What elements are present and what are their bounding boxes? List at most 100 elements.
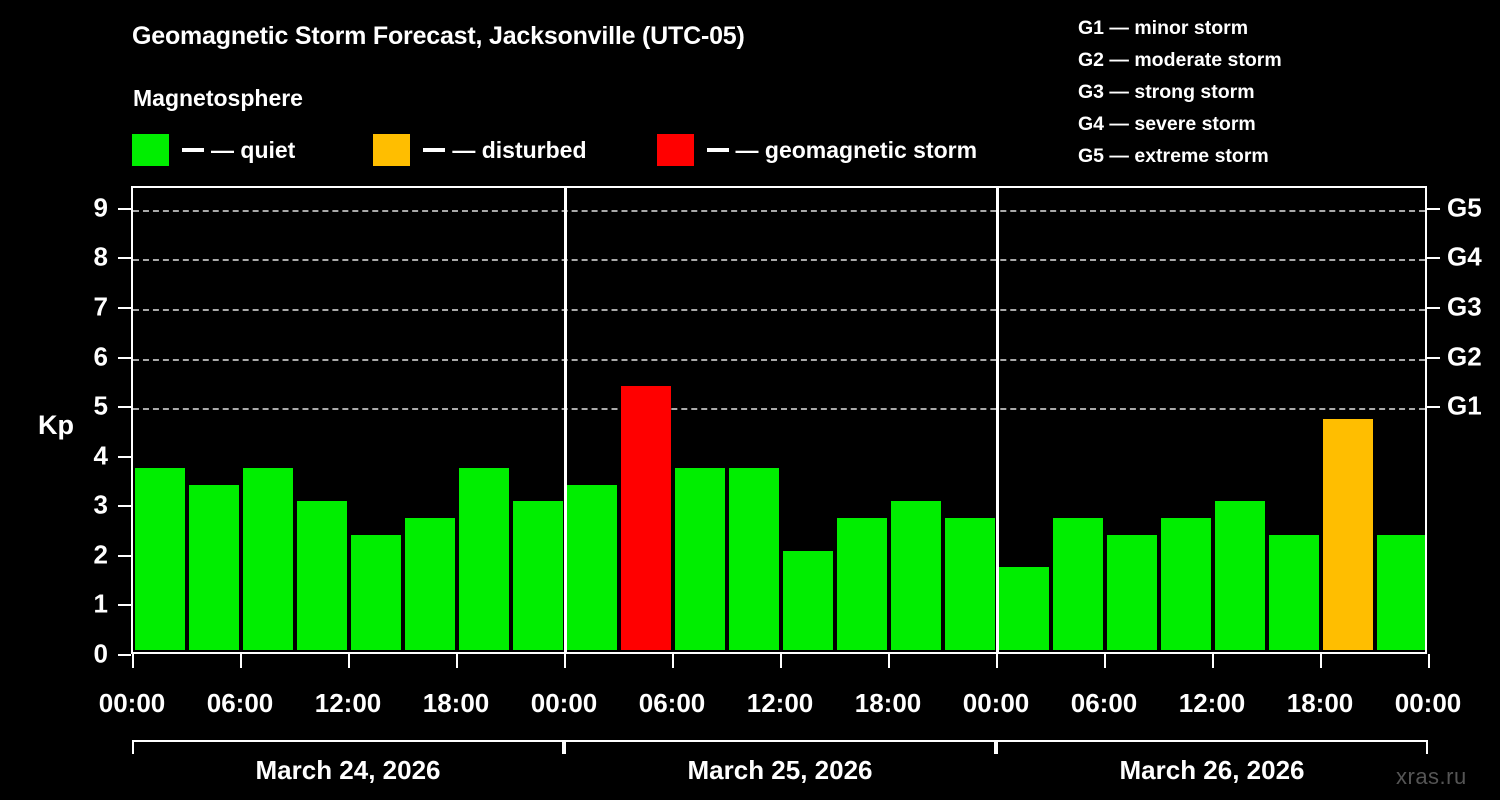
- bar[interactable]: [135, 468, 185, 650]
- x-tick-mark: [672, 654, 674, 668]
- legend-label-storm: — geomagnetic storm: [735, 136, 978, 163]
- page-title: Geomagnetic Storm Forecast, Jacksonville…: [132, 22, 745, 50]
- legend-entry-quiet: — quiet: [132, 134, 295, 166]
- x-tick-mark: [1212, 654, 1214, 668]
- x-tick-label: 12:00: [746, 688, 814, 718]
- g-tick-mark: [1427, 406, 1440, 409]
- x-tick-mark: [240, 654, 242, 668]
- bar[interactable]: [297, 501, 347, 650]
- g-legend-row: G3 — strong storm: [1078, 81, 1255, 103]
- bar[interactable]: [621, 385, 671, 650]
- bar[interactable]: [459, 468, 509, 650]
- bar[interactable]: [783, 550, 833, 650]
- day-bracket: [564, 740, 996, 754]
- bar[interactable]: [999, 567, 1049, 650]
- x-tick-mark: [1320, 654, 1322, 668]
- y-tick-mark: [118, 554, 131, 557]
- gridline: [133, 308, 1425, 311]
- y-tick-mark: [118, 356, 131, 359]
- bar[interactable]: [351, 534, 401, 650]
- day-bracket: [996, 740, 1428, 754]
- x-tick-label: 00:00: [530, 688, 598, 718]
- x-tick-label: 06:00: [638, 688, 706, 718]
- g-tick-label: G1: [1447, 390, 1482, 421]
- g-tick-label: G5: [1447, 192, 1482, 223]
- x-tick-mark: [132, 654, 134, 668]
- bar[interactable]: [729, 468, 779, 650]
- bar[interactable]: [1269, 534, 1319, 650]
- day-divider: [995, 188, 999, 652]
- bar[interactable]: [1323, 418, 1373, 650]
- y-tick-label: 9: [93, 192, 108, 223]
- y-tick-label: 7: [93, 291, 108, 322]
- y-tick-label: 5: [93, 390, 108, 421]
- x-tick-label: 06:00: [206, 688, 274, 718]
- g-legend-row: G1 — minor storm: [1078, 17, 1249, 39]
- plot-inner: [133, 188, 1425, 652]
- x-tick-label: 18:00: [422, 688, 490, 718]
- day-label: March 24, 2026: [255, 755, 441, 785]
- y-tick-mark: [118, 654, 131, 656]
- legend-dash-icon: [182, 148, 204, 152]
- watermark: xras.ru: [1396, 764, 1467, 789]
- bar[interactable]: [405, 517, 455, 650]
- x-tick-label: 12:00: [314, 688, 382, 718]
- bar[interactable]: [243, 468, 293, 650]
- x-tick-mark: [888, 654, 890, 668]
- bar[interactable]: [567, 484, 617, 650]
- y-tick-mark: [118, 505, 131, 508]
- g-scale-legend: G1 — minor storm G2 — moderate storm G3 …: [1078, 12, 1282, 172]
- g-tick-mark: [1427, 356, 1440, 359]
- y-tick-mark: [118, 455, 131, 458]
- y-tick-label: 3: [93, 489, 108, 520]
- bar[interactable]: [189, 484, 239, 650]
- y-tick-label: 0: [93, 638, 108, 669]
- color-legend: — quiet — disturbed — geomagnetic storm: [132, 133, 977, 167]
- g-tick-label: G2: [1447, 341, 1482, 372]
- x-tick-mark: [564, 654, 566, 668]
- y-tick-label: 6: [93, 341, 108, 372]
- bar[interactable]: [1161, 517, 1211, 650]
- legend-label-quiet: — quiet: [211, 136, 296, 163]
- legend-dash-icon: [423, 148, 446, 152]
- day-label: March 26, 2026: [1119, 755, 1305, 785]
- bar[interactable]: [945, 517, 995, 650]
- bar[interactable]: [513, 501, 563, 650]
- x-tick-label: 18:00: [854, 688, 922, 718]
- gridline: [133, 408, 1425, 411]
- y-tick-label: 8: [93, 241, 108, 272]
- g-legend-row: G2 — moderate storm: [1078, 49, 1282, 71]
- g-tick-mark: [1427, 207, 1440, 210]
- g-tick-mark: [1427, 306, 1440, 309]
- legend-swatch-storm: [656, 134, 694, 166]
- x-tick-mark: [1428, 654, 1430, 668]
- y-tick-mark: [118, 257, 131, 260]
- bar[interactable]: [1107, 534, 1157, 650]
- x-tick-label: 06:00: [1070, 688, 1138, 718]
- y-tick-label: 2: [93, 539, 108, 570]
- bar[interactable]: [675, 468, 725, 650]
- bar[interactable]: [891, 501, 941, 650]
- y-tick-mark: [118, 406, 131, 409]
- x-tick-label: 00:00: [1394, 688, 1462, 718]
- day-bracket: [132, 740, 564, 754]
- y-tick-label: 1: [93, 588, 108, 619]
- legend-label-disturbed: — disturbed: [452, 136, 587, 163]
- g-legend-row: G5 — extreme storm: [1078, 145, 1269, 167]
- legend-dash-icon: [706, 148, 729, 152]
- y-axis-title: Kp: [38, 410, 74, 440]
- x-tick-mark: [780, 654, 782, 668]
- x-tick-mark: [456, 654, 458, 668]
- bar[interactable]: [1215, 501, 1265, 650]
- y-tick-mark: [118, 604, 131, 607]
- day-divider: [563, 188, 567, 652]
- bar[interactable]: [837, 517, 887, 650]
- x-tick-label: 00:00: [962, 688, 1030, 718]
- bar[interactable]: [1377, 534, 1425, 650]
- x-tick-label: 12:00: [1178, 688, 1246, 718]
- x-tick-mark: [348, 654, 350, 668]
- section-label: Magnetosphere: [133, 85, 303, 111]
- legend-entry-disturbed: — disturbed: [373, 134, 587, 166]
- bar[interactable]: [1053, 517, 1103, 650]
- x-tick-mark: [1104, 654, 1106, 668]
